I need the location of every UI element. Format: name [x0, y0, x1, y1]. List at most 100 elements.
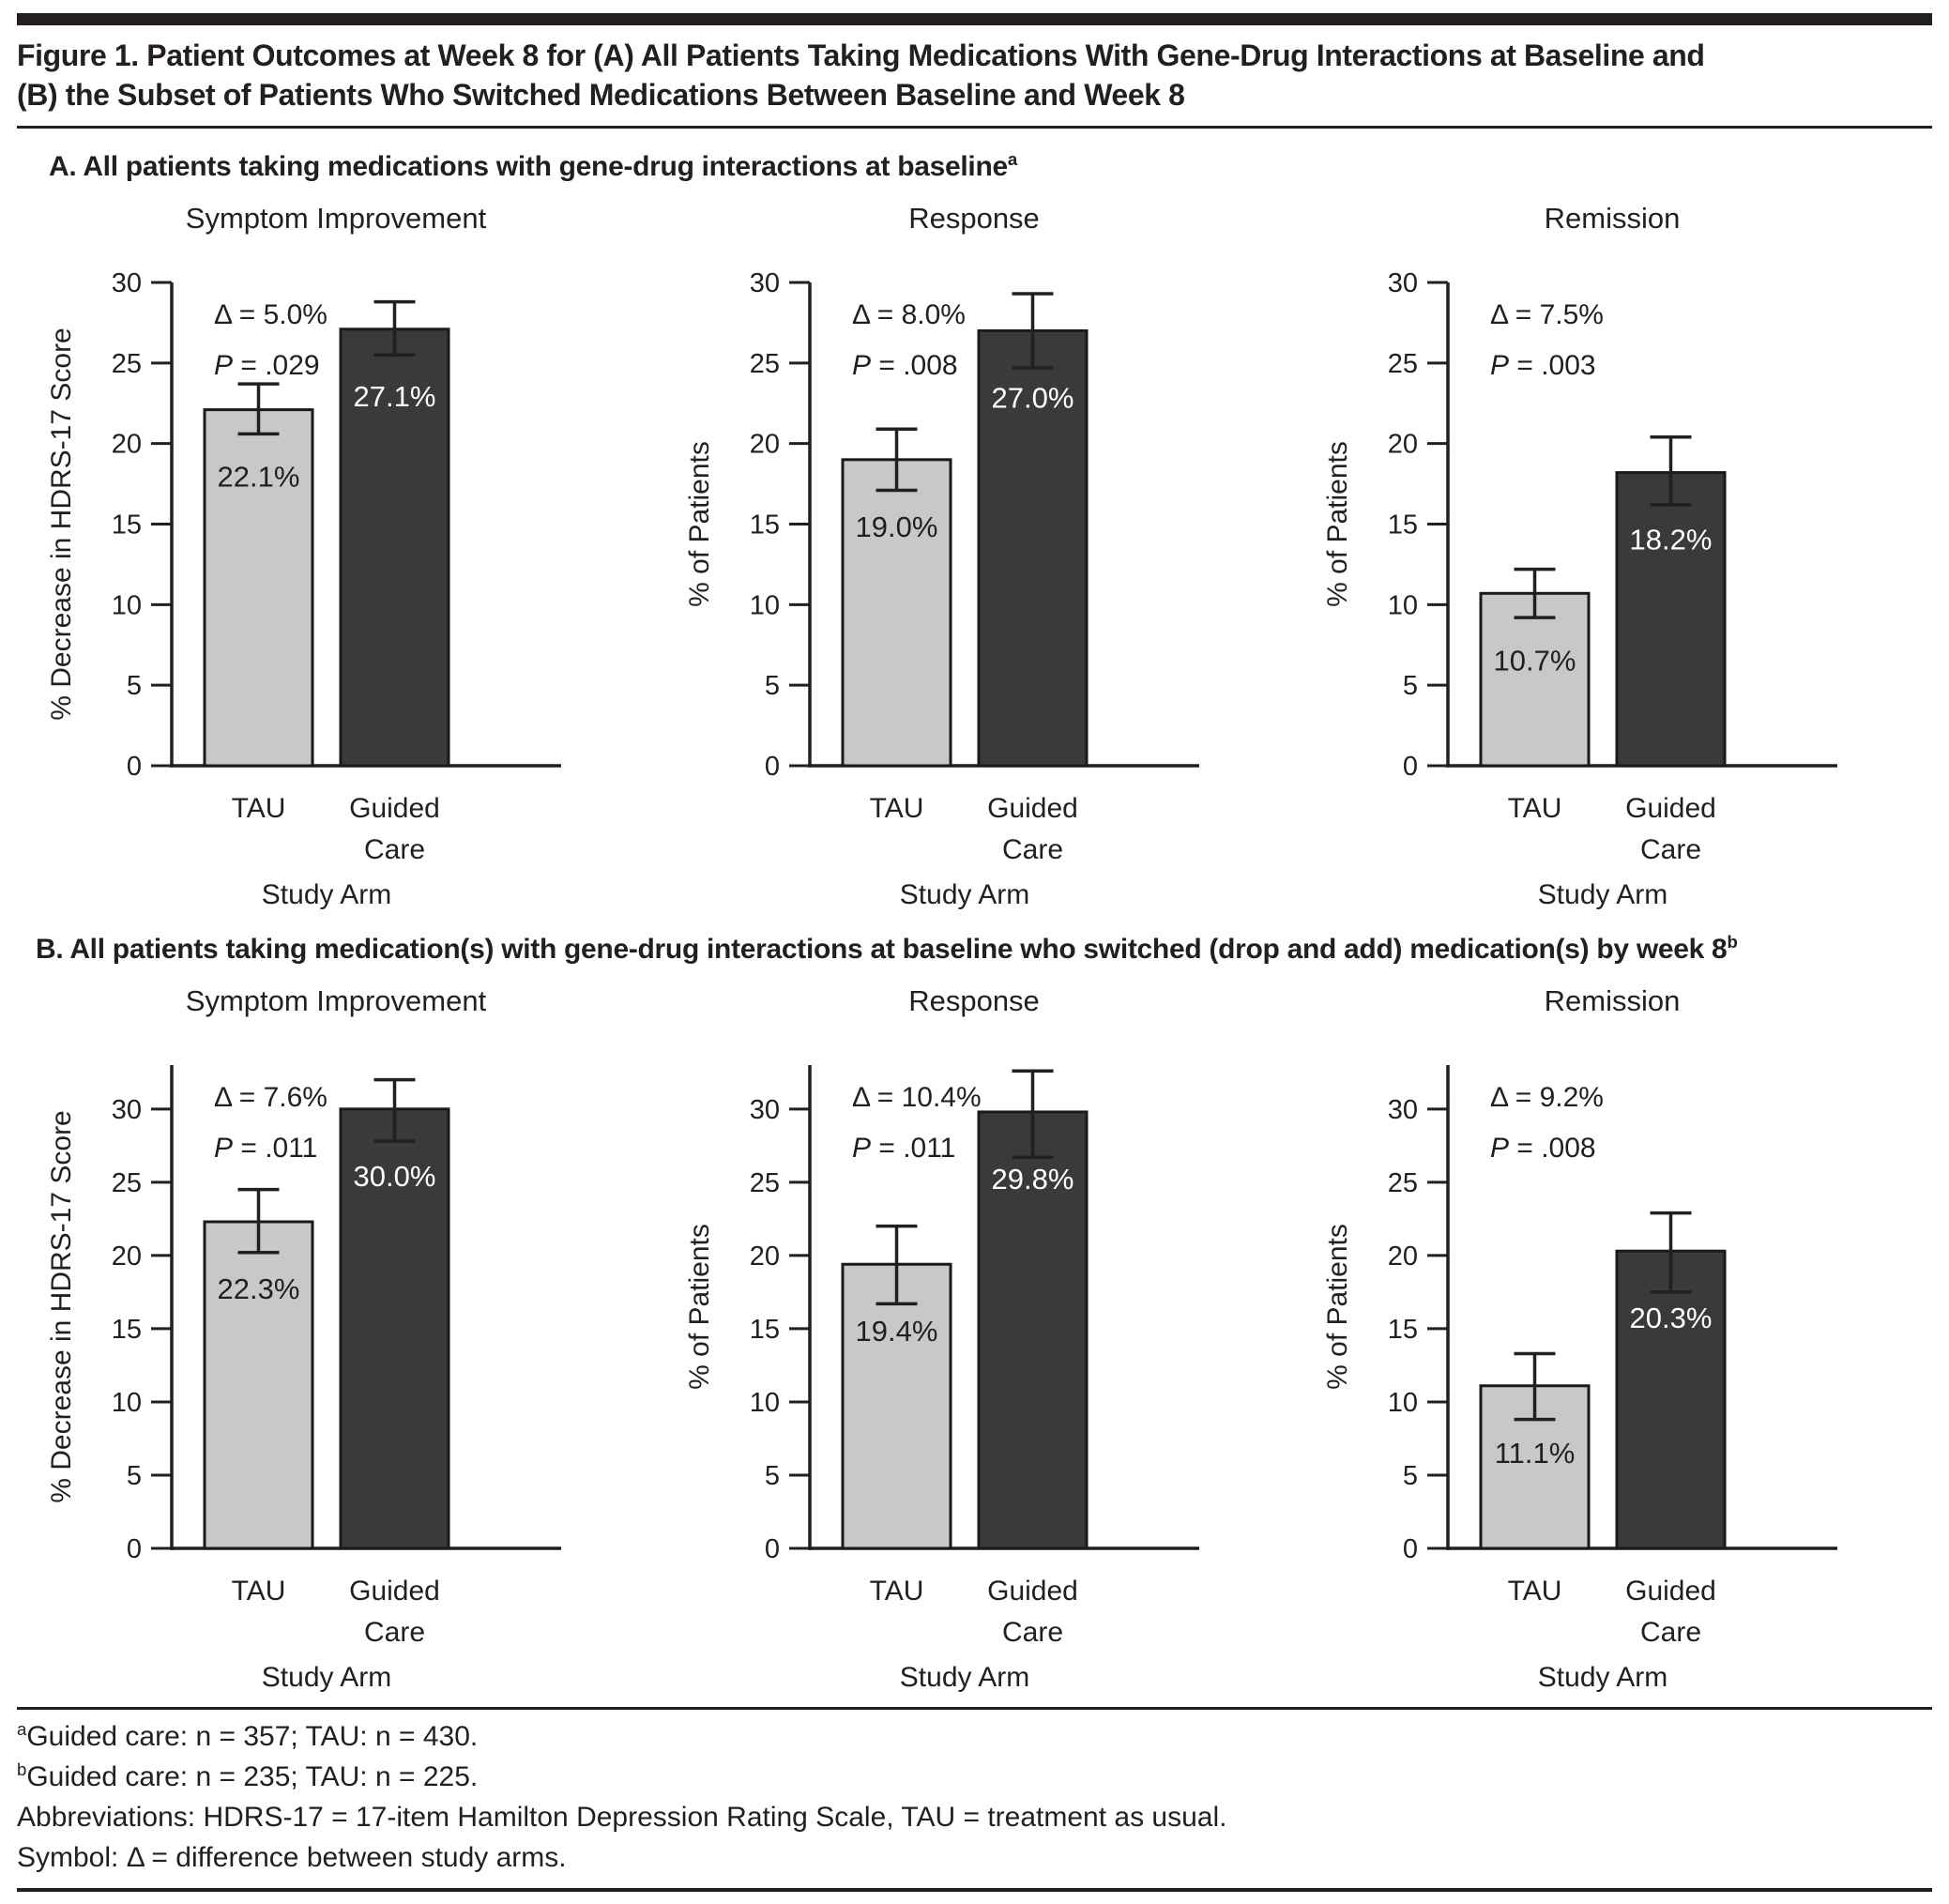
bar-value-label: 19.0% [856, 510, 938, 543]
delta-annotation: Δ = 5.0% [214, 299, 327, 330]
chart-cell-b-response: Response 0 5 10 15 20 25 30 % of Patients 19.4% 2… [655, 973, 1293, 1694]
delta-annotation: Δ = 10.4% [852, 1082, 982, 1113]
p-value-annotation: P = .011 [852, 1133, 955, 1164]
y-tick-label: 30 [750, 1095, 780, 1125]
y-tick-label: 0 [127, 1534, 142, 1564]
x-axis-title: Study Arm [900, 879, 1029, 910]
y-tick-label: 20 [1388, 1241, 1418, 1272]
x-category-label: Care [1002, 1617, 1063, 1648]
y-tick-label: 25 [750, 349, 780, 379]
bar-value-label: 10.7% [1494, 645, 1576, 678]
x-category-label: TAU [232, 1576, 286, 1607]
p-value-annotation: P = .029 [214, 350, 320, 381]
chart-title: Symptom Improvement [185, 984, 487, 1018]
y-tick-label: 5 [1403, 1461, 1418, 1491]
x-category-label: Guided [349, 793, 440, 824]
x-category-label: Care [1640, 1617, 1701, 1648]
footnote-a: aGuided care: n = 357; TAU: n = 430. [17, 1717, 1932, 1758]
section-b-footnote-marker: b [1727, 932, 1738, 952]
y-axis-label: % Decrease in HDRS-17 Score [46, 327, 77, 721]
section-a-label: A. All patients taking medications with … [49, 151, 1008, 183]
y-tick-label: 30 [750, 268, 780, 298]
footnote-b: bGuided care: n = 235; TAU: n = 225. [17, 1758, 1932, 1798]
title-divider [17, 126, 1932, 129]
y-tick-label: 5 [765, 1461, 780, 1491]
bar-chart-svg: 0 5 10 15 20 25 30 % of Patients 19.4% 29.8% Δ = 1… [684, 1065, 1199, 1693]
y-tick-label: 0 [765, 1534, 780, 1564]
x-category-label: Care [364, 834, 425, 865]
bar-value-label: 27.0% [992, 382, 1074, 415]
x-category-label: Care [1640, 834, 1701, 865]
y-tick-label: 30 [112, 1095, 142, 1125]
x-category-label: TAU [870, 793, 924, 824]
bar-guided-care [1615, 471, 1727, 768]
bottom-rule-bar [17, 1887, 1932, 1892]
p-value-annotation: P = .011 [214, 1133, 317, 1164]
y-tick-label: 15 [1388, 510, 1418, 541]
y-tick-label: 0 [765, 752, 780, 782]
x-category-label: TAU [1508, 793, 1562, 824]
footnote-symbol: Symbol: Δ = difference between study arm… [17, 1841, 567, 1873]
bar-value-label: 29.8% [992, 1163, 1074, 1196]
delta-annotation: Δ = 8.0% [852, 299, 966, 330]
y-tick-label: 10 [750, 591, 780, 621]
bar-chart-svg: 0 5 10 15 20 25 30 % Decrease in HDRS-17 Score 2… [46, 1065, 561, 1693]
y-tick-label: 15 [750, 1315, 780, 1345]
y-tick-label: 25 [1388, 1168, 1418, 1198]
top-rule-bar [17, 13, 1932, 25]
bar-tau [203, 408, 314, 768]
bar-chart-svg: 0 5 10 15 20 25 30 % of Patients 10.7% 18.2% Δ = 7… [1322, 268, 1837, 910]
x-category-label: TAU [232, 793, 286, 824]
y-axis-label: % of Patients [1322, 441, 1353, 607]
bar-tau [841, 1262, 952, 1550]
y-tick-label: 20 [112, 430, 142, 460]
footnotes: aGuided care: n = 357; TAU: n = 430. bGu… [17, 1717, 1932, 1879]
y-tick-label: 15 [112, 510, 142, 541]
figure-title-line2: (B) the Subset of Patients Who Switched … [17, 77, 1185, 112]
y-tick-label: 0 [1403, 1534, 1418, 1564]
y-tick-label: 5 [127, 671, 142, 701]
y-tick-label: 20 [1388, 430, 1418, 460]
delta-annotation: Δ = 7.6% [214, 1082, 327, 1113]
y-tick-label: 20 [112, 1241, 142, 1272]
chart-cell-b-remission: Remission 0 5 10 15 20 25 30 % of Patients 11.1%… [1293, 973, 1931, 1694]
y-tick-label: 30 [1388, 1095, 1418, 1125]
bar-value-label: 19.4% [856, 1315, 938, 1348]
x-axis-title: Study Arm [262, 1662, 391, 1693]
chart-title: Response [908, 202, 1040, 236]
footnote-abbreviations: Abbreviations: HDRS-17 = 17-item Hamilto… [17, 1801, 1227, 1833]
x-axis-title: Study Arm [1538, 1662, 1667, 1693]
x-category-label: Guided [1625, 793, 1716, 824]
y-tick-label: 10 [1388, 591, 1418, 621]
figure-title: Figure 1. Patient Outcomes at Week 8 for… [17, 37, 1932, 114]
y-tick-label: 20 [750, 430, 780, 460]
x-axis-title: Study Arm [262, 879, 391, 910]
y-tick-label: 15 [112, 1315, 142, 1345]
y-axis-label: % of Patients [684, 441, 715, 607]
chart-cell-a-response: Response 0 5 10 15 20 25 30 % of Patients 19.0% 2… [655, 190, 1293, 911]
bar-guided-care [977, 1110, 1089, 1550]
bar-value-label: 30.0% [354, 1160, 436, 1193]
section-a-footnote-marker: a [1007, 149, 1017, 170]
x-category-label: TAU [870, 1576, 924, 1607]
section-b-label: B. All patients taking medication(s) wit… [36, 934, 1728, 966]
y-tick-label: 15 [750, 510, 780, 541]
y-axis-label: % Decrease in HDRS-17 Score [46, 1110, 77, 1503]
bar-value-label: 22.1% [218, 461, 300, 494]
bar-guided-care [339, 327, 450, 768]
y-tick-label: 5 [765, 671, 780, 701]
y-tick-label: 15 [1388, 1315, 1418, 1345]
bar-value-label: 20.3% [1630, 1302, 1713, 1334]
bar-guided-care [1615, 1249, 1727, 1550]
y-axis-label: % of Patients [1322, 1224, 1353, 1390]
chart-cell-a-symptom-improvement: Symptom Improvement 0 5 10 15 20 25 30 % Decrea… [17, 190, 655, 911]
footnote-b-marker: b [17, 1759, 27, 1780]
bar-value-label: 18.2% [1630, 524, 1713, 556]
section-b-heading: B. All patients taking medication(s) wit… [36, 932, 1932, 966]
bar-tau [841, 458, 952, 768]
chart-title: Remission [1544, 202, 1681, 236]
x-category-label: Care [1002, 834, 1063, 865]
y-tick-label: 25 [112, 349, 142, 379]
y-tick-label: 30 [1388, 268, 1418, 298]
bar-value-label: 11.1% [1495, 1437, 1576, 1470]
